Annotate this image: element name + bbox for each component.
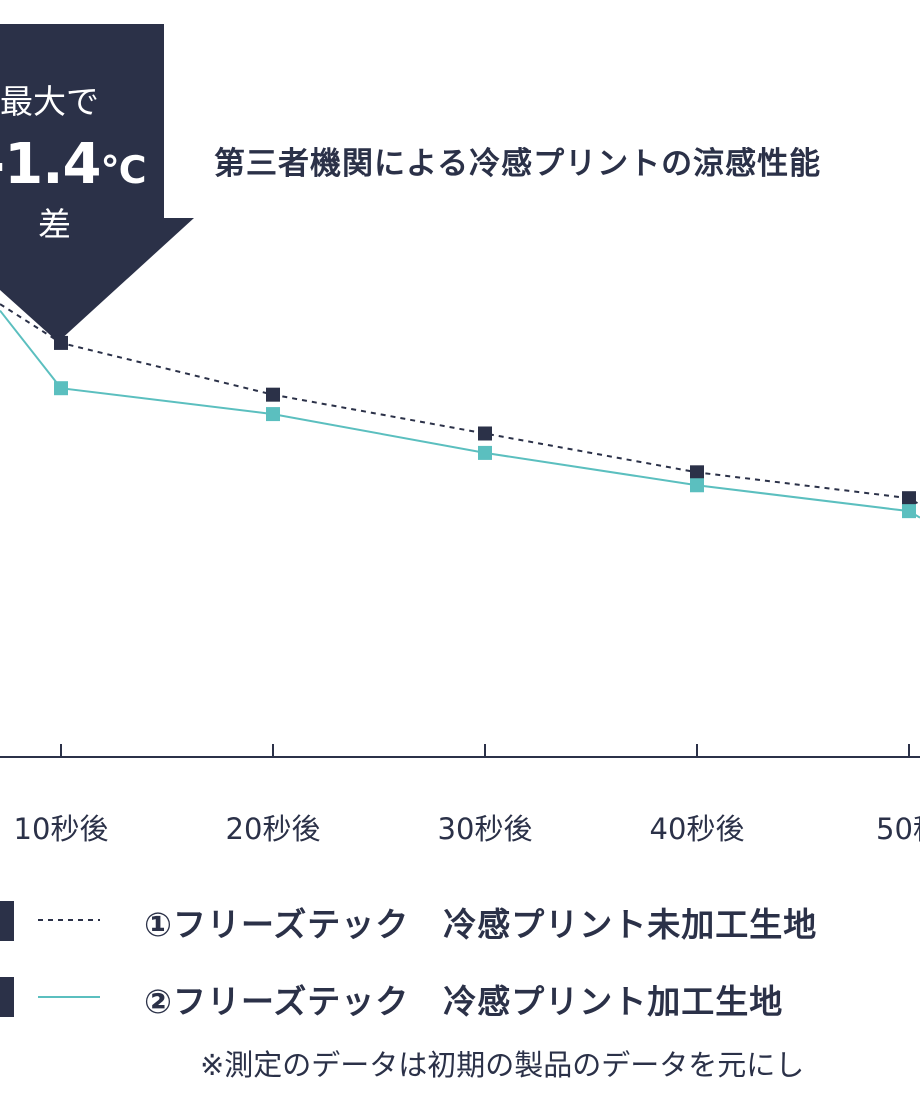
legend-label-treated: ②フリーズテック 冷感プリント加工生地 [144,982,784,1021]
data-point-series-2 [690,478,704,493]
data-point-series-1 [902,491,916,506]
data-point-series-1 [54,335,68,350]
legend-marker-untreated [0,901,14,941]
data-point-series-2 [266,407,280,422]
callout-value-number: -1.4 [0,132,101,197]
chart-title: 第三者機関による冷感プリントの涼感性能 [214,146,822,182]
x-tick-label: 30秒後 [437,812,533,846]
x-ticks [60,744,910,757]
callout-arrow [0,24,194,342]
x-tick-label: 20秒後 [225,812,321,846]
callout-line3: 差 [38,205,71,244]
callout-unit: ℃ [100,148,146,192]
footnote: ※測定のデータは初期の製品のデータを元にし [200,1048,805,1082]
data-point-series-1 [478,426,492,441]
data-point-series-1 [690,465,704,480]
data-point-series-2 [478,445,492,460]
series-markers [54,335,916,519]
x-tick-label: 40秒後 [649,812,745,846]
data-point-series-1 [266,387,280,402]
series-lines [0,303,920,519]
callout-line1: 最大で [0,82,99,121]
series-line-1 [0,303,920,506]
data-point-series-2 [54,381,68,396]
x-tick-label: 50秒 [876,812,920,846]
series-line-2 [0,309,920,519]
callout-value: -1.4℃ [0,132,146,197]
legend-label-untreated: ①フリーズテック 冷感プリント未加工生地 [144,905,818,944]
legend-marker-treated [0,977,14,1017]
data-point-series-2 [902,504,916,519]
x-tick-label: 10秒後 [13,812,109,846]
